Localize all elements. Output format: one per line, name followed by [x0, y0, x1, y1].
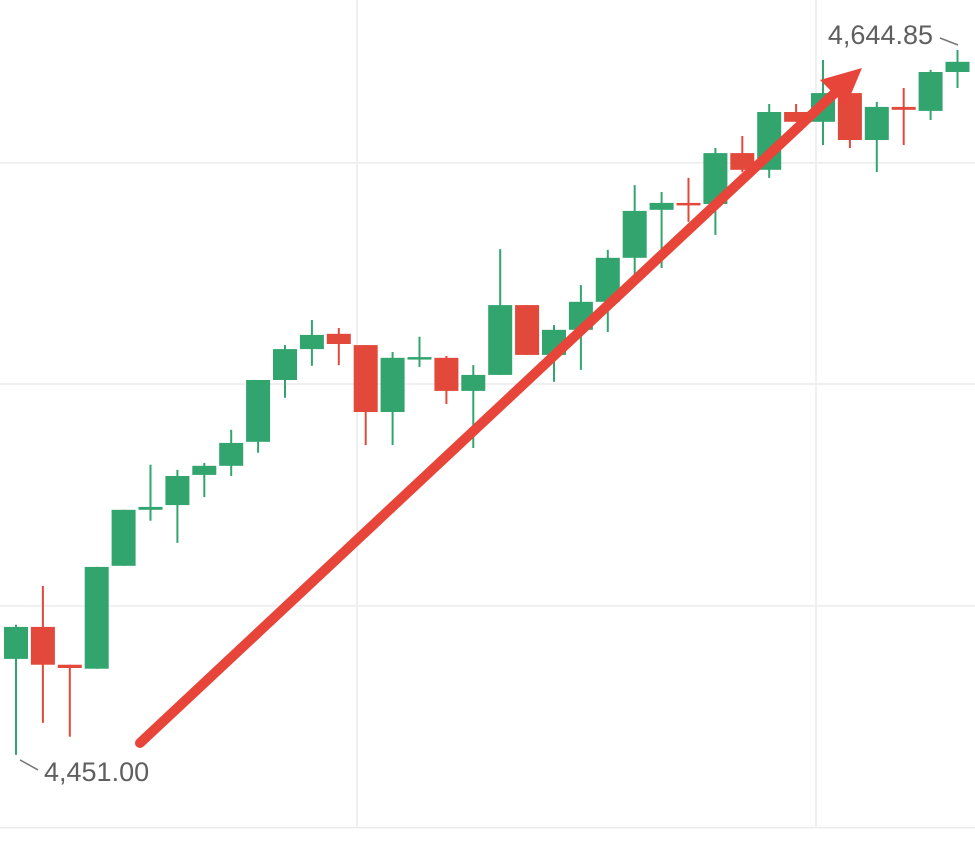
arrow-head: [820, 68, 862, 106]
candle-body: [138, 506, 163, 510]
candle-body: [246, 380, 271, 442]
candle-body: [891, 106, 916, 110]
max-label: 4,644.85: [828, 20, 933, 50]
candle-body: [4, 626, 28, 659]
candle-body: [165, 476, 190, 506]
candle-body: [945, 61, 970, 72]
candle-body: [434, 357, 459, 391]
candle-body: [649, 202, 674, 210]
candle-body: [730, 153, 755, 170]
arrow-shaft: [135, 85, 843, 748]
candle-body: [219, 442, 244, 466]
candle-body: [515, 305, 540, 355]
candle-body: [380, 357, 405, 412]
annotation-leader: [19, 759, 39, 771]
candle-body: [111, 509, 136, 566]
vertical-grid: [356, 0, 817, 828]
candle-body: [353, 345, 378, 412]
candle-body: [864, 106, 889, 140]
trend-arrow: [135, 68, 862, 748]
candle-body: [299, 334, 324, 350]
candle-body: [622, 210, 647, 258]
candle-body: [676, 202, 701, 206]
candle-body: [326, 333, 351, 344]
candle-body: [461, 374, 486, 391]
candle-body: [784, 112, 809, 122]
candle-body: [57, 664, 82, 668]
candle-body: [30, 626, 55, 665]
candle-body: [488, 305, 513, 375]
plot: 4,644.85 4,451.00: [0, 20, 975, 829]
candle-body: [192, 465, 217, 475]
candle-body: [273, 349, 297, 380]
candle-body: [84, 566, 109, 669]
min-label: 4,451.00: [44, 757, 149, 787]
candle-body: [407, 357, 432, 360]
candle-body: [918, 72, 943, 111]
annotation-leader: [939, 37, 959, 46]
